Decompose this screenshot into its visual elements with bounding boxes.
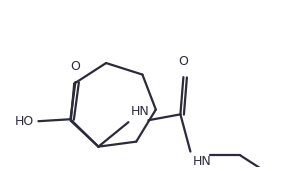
Text: HO: HO [15, 115, 34, 128]
Text: O: O [178, 55, 188, 68]
Text: HN: HN [192, 155, 211, 168]
Text: O: O [71, 60, 80, 73]
Text: HN: HN [130, 105, 149, 118]
